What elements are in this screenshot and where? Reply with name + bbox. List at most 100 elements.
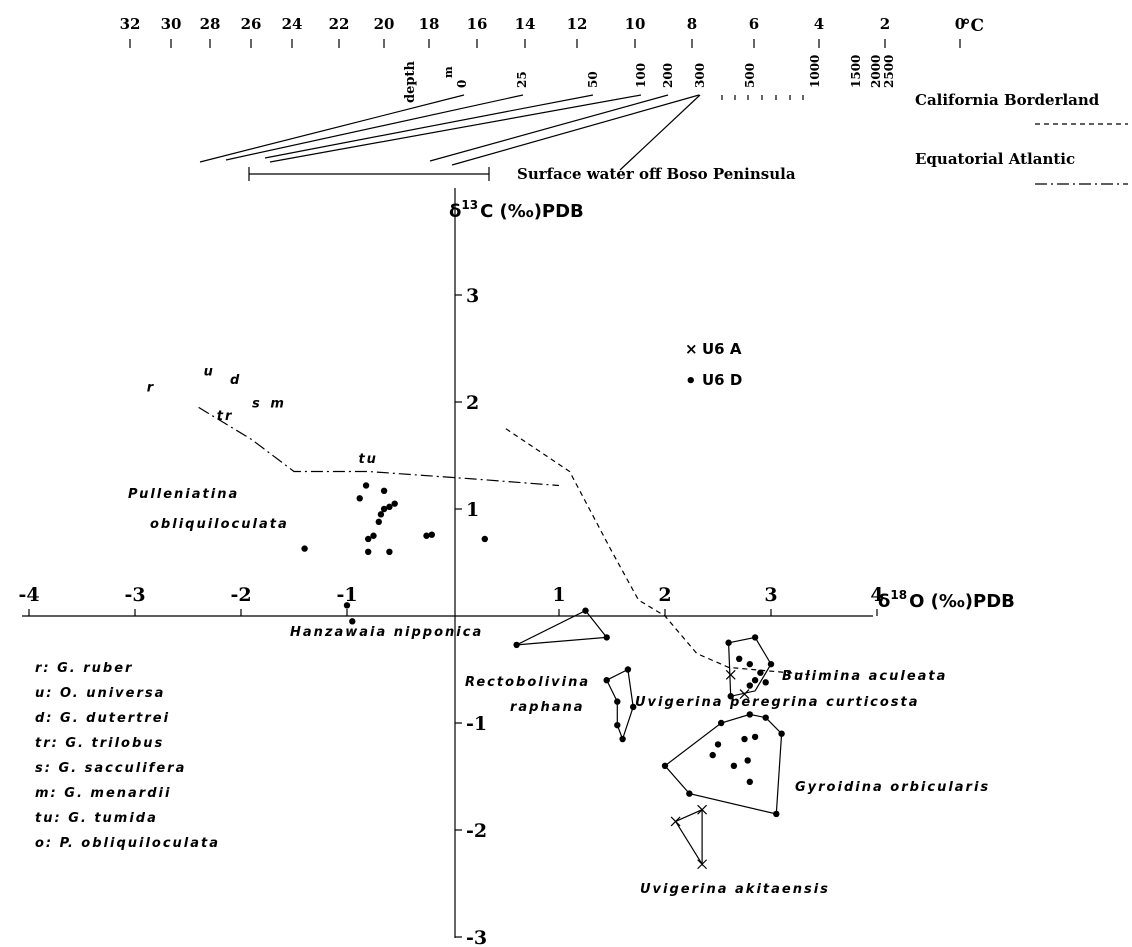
gyroidina-orbicularis-point	[746, 778, 753, 786]
bulimina-aculeata-point	[767, 660, 775, 668]
planktonic-letters: r ud tr s m tu	[147, 364, 376, 467]
pulleniatina-point	[365, 535, 372, 543]
planktonic-letter-s: s	[252, 396, 262, 411]
bulimina-aculeata-hull	[727, 636, 772, 698]
gyroidina-orbicularis-point	[778, 730, 785, 737]
pulleniatina-point	[386, 548, 393, 555]
key-s: s: G. sacculifera	[35, 761, 186, 776]
depth-tick-label: 200	[661, 63, 675, 88]
gyroidina-orbicularis-point	[661, 762, 669, 769]
x-axis-label: δ18 O (‰)PDB	[878, 588, 1015, 612]
key-tr: tr: G. trilobus	[35, 736, 164, 751]
key-o: o: P. obliquiloculata	[35, 836, 220, 851]
legend-u6a-marker: ×	[685, 340, 698, 358]
key-r: r: G. ruber	[35, 661, 133, 676]
depth-tick-label: 2000	[869, 55, 883, 88]
california-borderland-label: California Borderland	[915, 91, 1100, 109]
key-m: m: G. menardii	[35, 786, 171, 801]
temp-tick-label: 10	[625, 15, 646, 33]
y-tick-label: 3	[466, 285, 479, 307]
depth-unit: m	[442, 66, 455, 78]
reference-curves	[198, 406, 814, 676]
rectobolivina-label-line2: raphana	[510, 700, 585, 715]
temp-tick-label: 18	[419, 15, 440, 33]
temp-tick-label: 8	[687, 15, 697, 33]
gyroidina-label: Gyroidina orbicularis	[795, 780, 990, 795]
bulimina-aculeata-point	[736, 655, 743, 662]
y-tick-label: -3	[466, 927, 487, 947]
pulleniatina-point	[386, 503, 393, 511]
y-tick-label: 1	[466, 499, 479, 521]
marker-legend: × U6 A • U6 D	[685, 340, 742, 392]
rectobolivina-label-line1: Rectobolivina	[465, 675, 590, 690]
uvigerina-akitaensis-point	[697, 859, 708, 870]
gyroidina-orbicularis-point	[746, 711, 753, 718]
bulimina-aculeata-point	[762, 679, 769, 686]
hanzawaia-nipponica-point	[513, 641, 520, 649]
pulleniatina-point	[423, 532, 430, 539]
rectobolivina-raphana-point	[619, 735, 626, 743]
key-tu: tu: G. tumida	[35, 811, 158, 826]
gyroidina-orbicularis-point	[751, 733, 759, 741]
species-key: r: G. ruber u: O. universa d: G. dutertr…	[35, 661, 220, 851]
bulimina-aculeata-point	[751, 634, 759, 641]
legend-u6d-marker: •	[685, 371, 697, 392]
depth-tick-label: 50	[586, 71, 600, 88]
y-tick-label: -1	[466, 713, 487, 735]
axis-ticks: -4 -3 -2 -1 1 2 3 4 3 2 1 -1 -2 -3	[18, 285, 883, 947]
uvigerina-akitaensis-point	[697, 804, 708, 815]
bulimina-aculeata-u6-a-point	[739, 689, 750, 700]
depth-tick-label: 1000	[808, 55, 822, 88]
rectobolivina-raphana-point	[630, 703, 637, 711]
depth-connector-line	[451, 94, 700, 166]
bulimina-label: Bulimina aculeata	[782, 669, 947, 684]
temp-tick-label: 6	[749, 15, 759, 33]
bulimina-aculeata-point	[746, 682, 753, 689]
x-tick-label: 1	[552, 584, 565, 606]
pulleniatina-label-line2: obliquiloculata	[150, 517, 289, 532]
y-tick-label: 2	[466, 392, 479, 414]
pulleniatina-point	[362, 482, 370, 489]
pulleniatina-point	[428, 531, 435, 538]
planktonic-letter-tr: tr	[217, 409, 234, 424]
pulleniatina-point	[365, 548, 372, 555]
depth-connector-line	[264, 94, 594, 159]
depth-connector-line	[225, 94, 524, 161]
depth-connector-line	[199, 94, 465, 163]
gyroidina-orbicularis-point	[730, 762, 738, 769]
depth-tick-label: 2500	[882, 55, 896, 88]
bulimina-aculeata-u6-a-point	[725, 669, 736, 680]
gyroidina-orbicularis-point	[709, 751, 716, 759]
bulimina-aculeata-point	[727, 693, 734, 700]
hanzawaia-nipponica-hull	[516, 609, 608, 646]
y-axis-label: δ13 C (‰)PDB	[449, 198, 584, 222]
planktonic-letter-d: d	[230, 373, 241, 388]
pulleniatina-point	[481, 535, 488, 543]
california-borderland-curve	[505, 428, 814, 676]
group-labels: Pulleniatina obliquiloculata Hanzawaia n…	[128, 487, 990, 897]
gyroidina-orbicularis-point	[717, 719, 725, 727]
rectobolivina-raphana-point	[614, 698, 621, 705]
hanzawaia-label: Hanzawaia nipponica	[290, 625, 483, 640]
temp-tick-label: 16	[467, 15, 488, 33]
pulleniatina-point	[356, 495, 363, 502]
gyroidina-orbicularis-point	[686, 790, 693, 797]
temp-tick-label: 2	[880, 15, 890, 33]
x-tick-label: -2	[230, 584, 251, 606]
depth-connector-line	[269, 94, 642, 163]
uvigerina-peregrina-label: Uvigerina peregrina curticosta	[635, 695, 920, 710]
depth-tick-label: 100	[634, 63, 648, 88]
hanzawaia-nipponica-point	[603, 634, 610, 641]
depth-tick-label: 0	[455, 80, 469, 88]
pulleniatina-point	[377, 511, 385, 518]
legend-u6d-label: U6 D	[702, 371, 742, 389]
gyroidina-orbicularis-point	[762, 714, 769, 721]
depth-scale: depth m0 25 50 100 200 300 500 1000 1500 2000 2500	[199, 55, 896, 171]
temp-tick-label: 32	[120, 15, 141, 33]
depth-label: depth	[403, 61, 418, 103]
pulleniatina-point	[301, 545, 308, 552]
depth-tick-label: 25	[515, 71, 529, 88]
x-tick-label: 3	[764, 584, 777, 606]
pulleniatina-label-line1: Pulleniatina	[128, 487, 239, 502]
planktonic-letter-m: m	[270, 396, 286, 411]
